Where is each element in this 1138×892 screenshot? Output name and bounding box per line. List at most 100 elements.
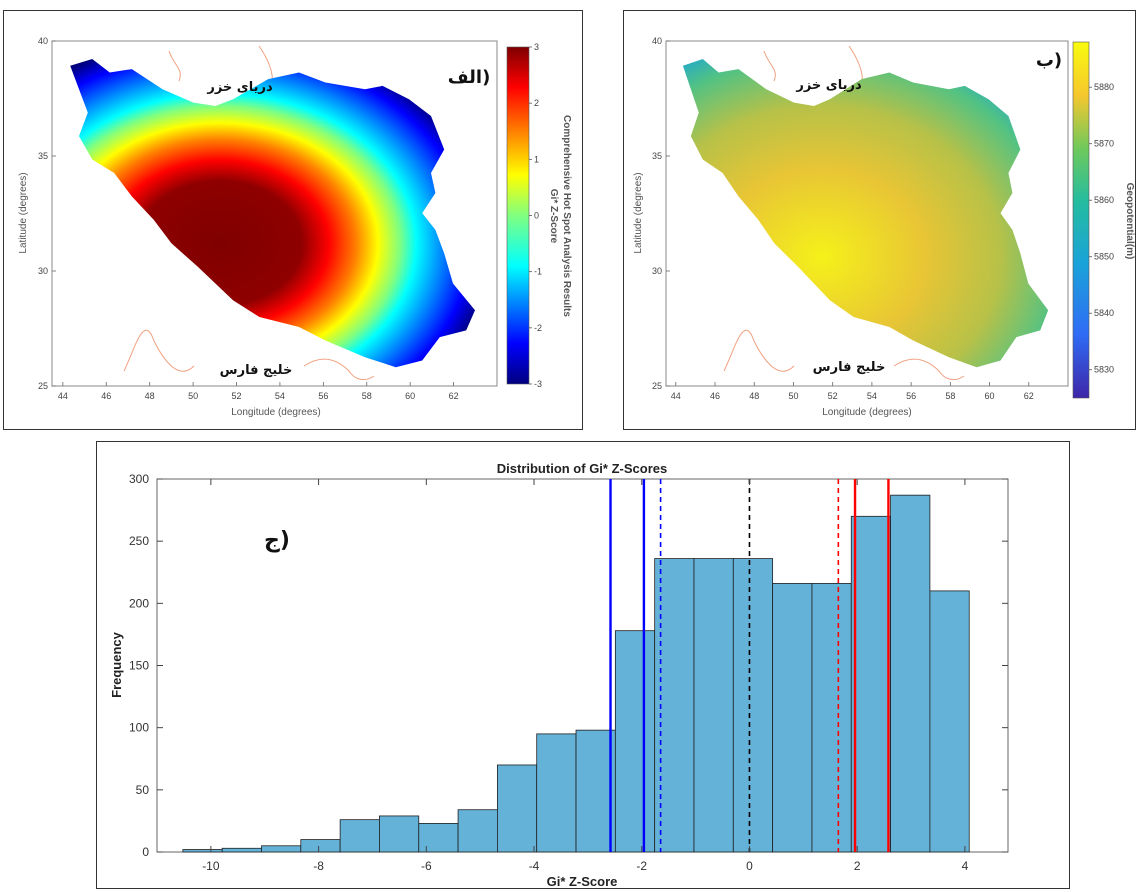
histogram-bar: [811, 583, 852, 853]
y-tick-label: 30: [652, 266, 662, 276]
histogram-bar: [614, 630, 656, 853]
colorbar-tick-label: 0: [534, 211, 539, 221]
x-tick-label: 48: [749, 391, 759, 401]
panel-letter-c: ج): [264, 528, 290, 553]
caspian-sea-label: دریای خزر: [795, 78, 862, 93]
y-tick-label: 40: [652, 36, 662, 46]
colorbar-tick-label: 5830: [1094, 365, 1114, 375]
x-tick-label: 60: [405, 391, 415, 401]
zscore-histogram-panel: Distribution of Gi* Z-Scores Gi* Z-Score…: [96, 441, 1070, 889]
histogram-figure: Distribution of Gi* Z-Scores Gi* Z-Score…: [109, 461, 1009, 889]
colorbar-tick-label: 5870: [1094, 139, 1114, 149]
x-tick-label: 48: [145, 391, 155, 401]
colorbar-tick-label: 1: [534, 154, 539, 164]
histogram-ticks: -10 -8 -6 -4 -2 0 2 4 0 50 100 150 200 250 300: [129, 472, 1008, 873]
histogram-bar: [496, 764, 538, 853]
colorbar-tick-label: -3: [534, 379, 542, 389]
x-tick-label: -4: [529, 859, 540, 873]
coastline-lines: [123, 45, 375, 381]
y-tick-label: 150: [129, 659, 149, 673]
y-tick-label: 0: [142, 845, 149, 859]
x-tick-label: 44: [58, 391, 68, 401]
y-axis-label: Latitude (degrees): [18, 172, 29, 253]
colorbar-ticks: 3 2 1 0 -1 -2 -3: [529, 42, 542, 389]
y-tick-label: 40: [38, 36, 48, 46]
histogram-bar: [693, 558, 734, 853]
histogram-bar: [418, 823, 459, 853]
hotspot-map-panel: دریای خزر خلیج فارس الف) 44 46 48 50 52 54 56 5…: [3, 10, 583, 430]
x-tick-label: 0: [746, 859, 753, 873]
colorbar: [506, 46, 530, 385]
y-tick-label: 35: [38, 151, 48, 161]
y-tick-label: 50: [136, 783, 150, 797]
x-tick-label: 54: [275, 391, 285, 401]
colorbar-tick-label: 5880: [1094, 82, 1114, 92]
y-axis-label: Frequency: [109, 631, 124, 698]
y-tick-label: 35: [652, 151, 662, 161]
colorbar-ticks: 5880 5870 5860 5850 5840 5830: [1089, 82, 1114, 375]
chart-title: Distribution of Gi* Z-Scores: [497, 461, 667, 476]
persian-gulf-label: خلیج فارس: [813, 360, 886, 375]
histogram-bar: [850, 515, 891, 853]
histogram-bar: [221, 847, 262, 853]
x-tick-label: 58: [362, 391, 372, 401]
colorbar: [1072, 41, 1090, 399]
x-tick-label: 52: [232, 391, 242, 401]
x-tick-label: 56: [318, 391, 328, 401]
x-tick-label: 46: [101, 391, 111, 401]
colorbar-tick-label: 2: [534, 98, 539, 108]
colorbar-title: Comprehensive Hot Spot Analysis Results: [561, 115, 572, 317]
histogram-bar: [890, 494, 931, 853]
y-tick-label: 30: [38, 266, 48, 276]
geopotential-map-panel: دریای خزر خلیج فارس ب) 44 46 48 50 52 54 56 58 6…: [623, 10, 1136, 430]
reference-lines: [609, 479, 890, 852]
histogram-bar: [457, 809, 498, 853]
histogram-bar: [379, 815, 420, 853]
y-axis-label: Latitude (degrees): [633, 172, 644, 253]
y-tick-label: 100: [129, 721, 149, 735]
histogram-bar: [772, 583, 813, 853]
persian-gulf-label: خلیج فارس: [220, 363, 293, 378]
y-tick-label: 200: [129, 596, 149, 610]
x-axis-label: Longitude (degrees): [822, 407, 912, 418]
colorbar-tick-label: 5860: [1094, 195, 1114, 205]
x-tick-label: 62: [1024, 391, 1034, 401]
x-tick-label: 50: [188, 391, 198, 401]
histogram-bar: [929, 590, 970, 853]
x-tick-label: 56: [906, 391, 916, 401]
x-tick-label: 52: [828, 391, 838, 401]
colorbar-tick-label: 3: [534, 42, 539, 52]
x-axis-label: Gi* Z-Score: [547, 874, 618, 889]
x-tick-label: 62: [449, 391, 459, 401]
x-tick-label: 60: [985, 391, 995, 401]
panel-letter-b: ب): [1036, 50, 1062, 71]
y-tick-label: 25: [38, 381, 48, 391]
colorbar-title: Geopotential(m): [1124, 183, 1135, 260]
colorbar-tick-label: 5850: [1094, 252, 1114, 262]
panel-letter-a: الف): [448, 67, 491, 88]
map-axes-b: 44 46 48 50 52 54 56 58 60 62 40 35 30 25: [652, 36, 1034, 401]
histogram-bar: [339, 819, 380, 853]
histogram-bars: [182, 494, 970, 853]
colorbar-tick-label: 5840: [1094, 308, 1114, 318]
x-tick-label: 46: [710, 391, 720, 401]
geopotential-map-figure: دریای خزر خلیج فارس ب) 44 46 48 50 52 54 56 58 6…: [633, 36, 1135, 418]
x-tick-label: -8: [313, 859, 324, 873]
y-tick-label: 250: [129, 534, 149, 548]
colorbar-tick-label: -2: [534, 323, 542, 333]
histogram-bar: [300, 839, 341, 853]
x-tick-label: -10: [202, 859, 220, 873]
map-axes-a: 44 46 48 50 52 54 56 58 60 62 40 35 30 25: [38, 36, 459, 401]
x-tick-label: 50: [788, 391, 798, 401]
x-tick-label: 2: [854, 859, 861, 873]
x-tick-label: -6: [421, 859, 432, 873]
colorbar-subtitle: Gi* Z-Score: [548, 189, 559, 244]
x-tick-label: -2: [636, 859, 647, 873]
colorbar-tick-label: -1: [534, 267, 542, 277]
y-tick-label: 300: [129, 472, 149, 486]
hotspot-map-figure: دریای خزر خلیج فارس الف) 44 46 48 50 52 54 56 5…: [18, 36, 572, 418]
x-axis-label: Longitude (degrees): [231, 407, 321, 418]
y-tick-label: 25: [652, 381, 662, 391]
coastline-lines: [723, 45, 965, 381]
histogram-bar: [536, 733, 577, 853]
